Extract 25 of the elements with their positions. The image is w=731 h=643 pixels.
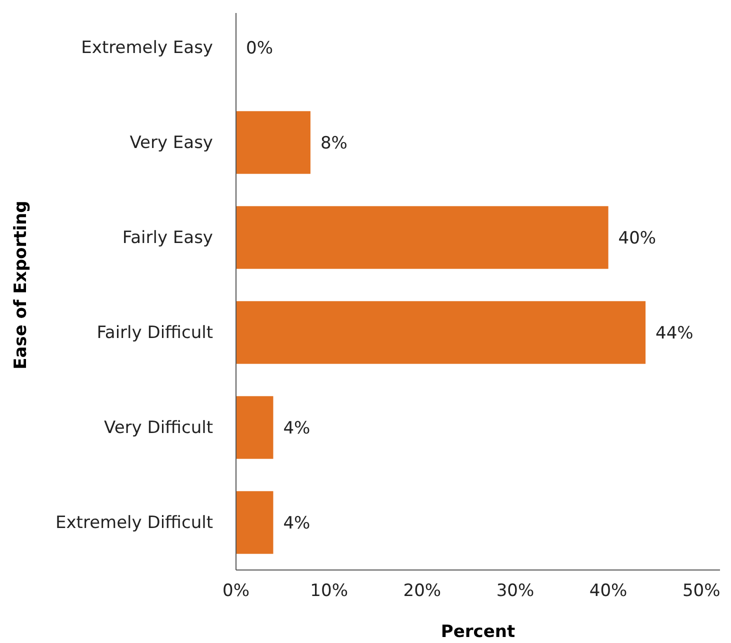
bar	[236, 206, 608, 269]
x-axis-title: Percent	[440, 622, 516, 642]
data-label: 44%	[656, 323, 694, 344]
bar	[236, 301, 646, 364]
y-tick-label: Fairly Easy	[122, 228, 213, 248]
data-label: 0%	[246, 38, 273, 58]
data-label: 40%	[618, 228, 656, 248]
y-tick-label: Extremely Difficult	[55, 512, 214, 533]
y-tick-label: Extremely Easy	[81, 38, 213, 58]
x-tick-label: 50%	[682, 581, 720, 602]
bar	[236, 491, 274, 554]
data-label: 4%	[283, 513, 310, 534]
data-label: 4%	[283, 418, 310, 438]
x-tick-label: 0%	[222, 581, 250, 602]
y-tick-label: Fairly Difficult	[96, 322, 214, 343]
x-tick-label: 20%	[403, 581, 442, 602]
bar	[236, 111, 310, 174]
data-label: 8%	[320, 133, 348, 154]
x-tick-label: 10%	[310, 581, 348, 602]
x-tick-label: 30%	[496, 581, 534, 602]
y-tick-label: Very Easy	[130, 132, 213, 153]
y-axis-title: Ease of Exporting	[11, 200, 31, 370]
x-tick-label: 40%	[589, 581, 628, 602]
bar	[236, 396, 274, 459]
y-tick-label: Very Difficult	[104, 418, 214, 438]
